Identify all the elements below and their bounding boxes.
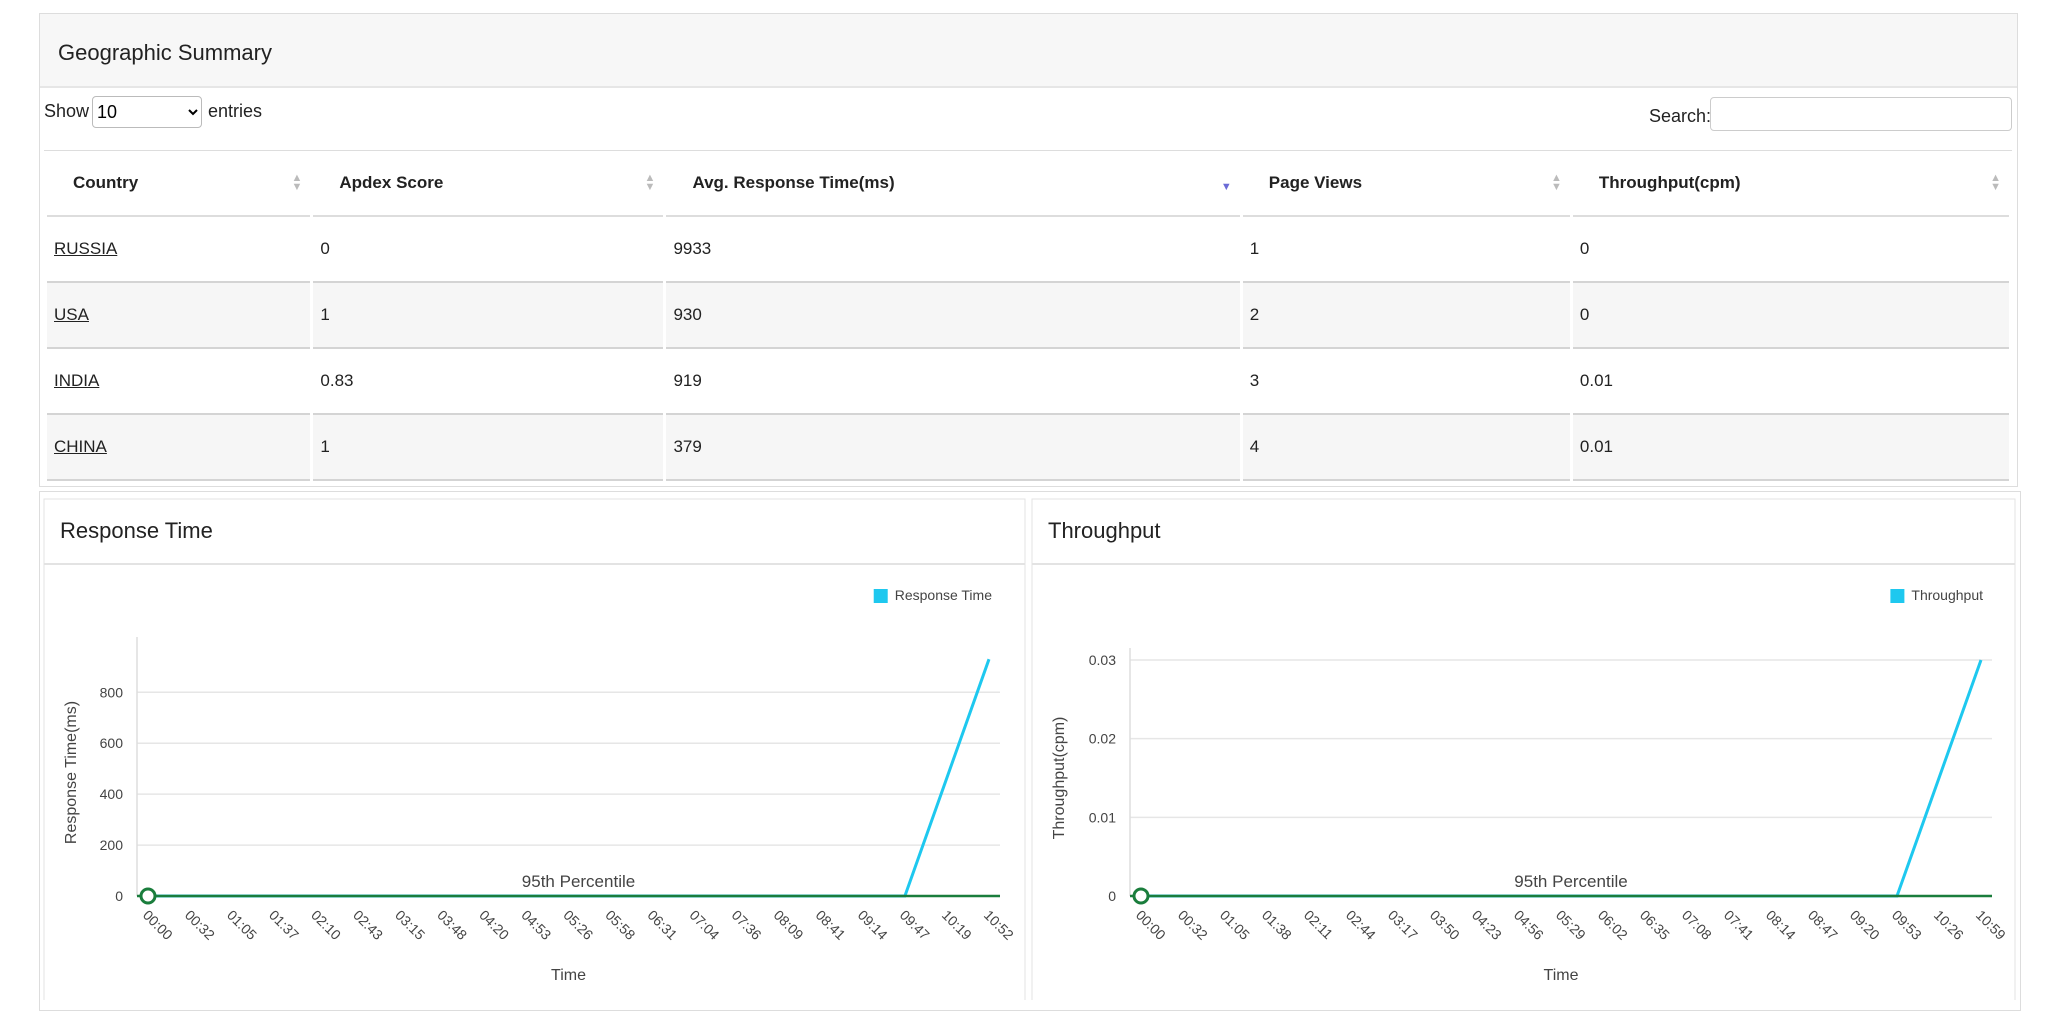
sort-icon: ▲ ▼ [1551,172,1562,193]
table-cell: 1 [313,415,664,481]
legend-label: Response Time [895,587,992,603]
percentile-start [139,887,157,905]
table-cell: 930 [666,283,1240,349]
table-cell: 0 [313,217,664,283]
y-tick-label: 0.01 [1089,809,1116,825]
x-axis-label: Time [1544,967,1579,984]
percentile-label: 95th Percentile [522,872,635,891]
column-title: Page Views [1268,173,1363,192]
table-cell: 3 [1242,349,1570,415]
column-header[interactable]: Apdex Score ▲ ▼ [313,151,664,217]
y-tick-label: 0 [115,888,123,904]
cell-text: 1 [320,437,330,456]
page-size-select[interactable]: 10 [92,96,202,128]
column-header[interactable]: Country ▲ ▼ [47,151,311,217]
chart-title: Throughput [1048,518,1161,543]
cell-text: 3 [1249,371,1260,390]
table-cell: 1 [1242,217,1570,283]
cell-text: 1 [320,305,330,324]
country-link[interactable]: RUSSIA [54,239,118,258]
column-title: Throughput(cpm) [1598,173,1741,192]
cell-text: 0 [1579,239,1590,258]
cell-text: 9933 [673,239,712,258]
y-tick-label: 0 [1108,888,1116,904]
y-tick-label: 0.02 [1089,731,1116,747]
geo-table: Country ▲ ▼ Apdex Score ▲ ▼ Avg. Response Time… [44,150,2012,481]
table-cell: 1 [313,283,664,349]
cell-text: 1 [1249,239,1260,258]
column-title: Avg. Response Time(ms) [692,173,895,192]
table-cell: 9933 [666,217,1240,283]
cell-text: 930 [673,305,702,324]
percentile-start [1132,887,1150,905]
table-row: USA 1 930 2 0 [47,283,2009,349]
cell-text: 0 [1579,305,1590,324]
percentile-label: 95th Percentile [1514,872,1627,891]
table-cell: 0 [1572,283,2009,349]
column-header[interactable]: Avg. Response Time(ms) ▼ [666,151,1240,217]
legend-swatch [1890,589,1905,603]
table-cell: 0.01 [1572,349,2009,415]
legend-swatch [873,589,888,603]
table-cell: 379 [666,415,1240,481]
table-row: INDIA 0.83 919 3 0.01 [47,349,2009,415]
column-title: Country [73,173,139,192]
country-link[interactable]: CHINA [54,437,107,456]
cell-text: 919 [673,371,702,390]
search-label: Search: [1649,106,1712,126]
table-cell: 0.01 [1572,415,2009,481]
cell-text: 0.01 [1579,371,1613,390]
table-cell: 4 [1242,415,1570,481]
sort-icon: ▼ [1220,181,1232,193]
table-cell: CHINA [47,415,311,481]
y-tick-label: 600 [100,735,124,751]
search-input[interactable] [1710,97,2012,131]
y-tick-label: 400 [100,786,124,802]
table-cell: INDIA [47,349,311,415]
panel-header: Geographic Summary [40,14,2017,88]
column-title: Apdex Score [339,173,444,192]
cell-text: 0.83 [320,371,354,390]
entries-label: entries [208,101,263,121]
geo-panel: Geographic Summary [39,13,2018,487]
y-axis-label: Response Time(ms) [63,701,80,844]
cell-text: 0.01 [1579,437,1613,456]
cell-text: 4 [1249,437,1260,456]
chart-card [43,498,1026,1000]
header-row: Country ▲ ▼ Apdex Score ▲ ▼ Avg. Response Time… [47,151,2009,217]
country-link[interactable]: INDIA [54,371,100,390]
table-cell: 919 [666,349,1240,415]
table-cell: 0.83 [313,349,664,415]
cell-text: 0 [320,239,330,258]
table-body: RUSSIA 0 9933 1 0 USA 1 930 2 0 INDIA 0.83 919 3 0.01 C… [47,217,2009,481]
sort-icon: ▲ ▼ [1990,172,2001,193]
table-cell: 2 [1242,283,1570,349]
table-row: RUSSIA 0 9933 1 0 [47,217,2009,283]
country-link[interactable]: USA [54,305,89,324]
table-cell: RUSSIA [47,217,311,283]
sort-icon: ▲ ▼ [644,172,656,193]
show-label: Show [44,101,90,121]
table-cell: USA [47,283,311,349]
sort-icon: ▲ ▼ [291,172,303,193]
y-tick-label: 0.03 [1089,652,1116,668]
chart-title: Response Time [60,518,213,543]
y-tick-label: 200 [100,837,124,853]
y-tick-label: 800 [100,684,124,700]
y-axis-label: Throughput(cpm) [1051,717,1068,840]
table-row: CHINA 1 379 4 0.01 [47,415,2009,481]
cell-text: 2 [1249,305,1260,324]
x-axis-label: Time [551,967,586,984]
column-header[interactable]: Page Views ▲ ▼ [1242,151,1570,217]
panel-title: Geographic Summary [58,40,272,65]
legend-label: Throughput [1911,587,1983,603]
table-cell: 0 [1572,217,2009,283]
cell-text: 379 [673,437,702,456]
column-header[interactable]: Throughput(cpm) ▲ ▼ [1572,151,2009,217]
chart-card [1031,498,2016,1000]
